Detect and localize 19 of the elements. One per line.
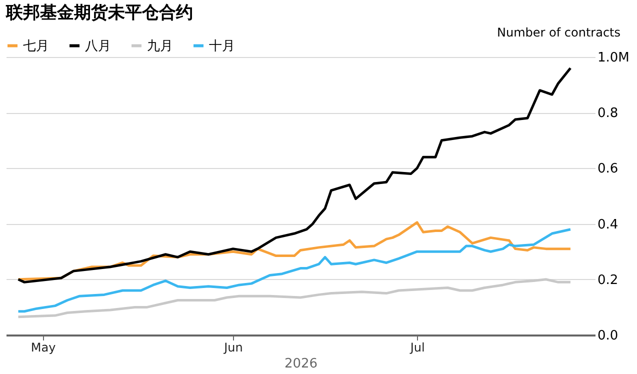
line-series [17,228,572,313]
x-axis-title: 2026 [284,356,318,372]
legend-label: 八月 [85,38,111,54]
y-tick-label: 0.4 [598,217,618,232]
legend-label: 九月 [147,38,173,54]
x-tick-label: Jun [223,340,243,354]
legend-label: 七月 [23,38,49,54]
line-series [17,66,572,284]
y-tick-label: 0.8 [598,106,618,122]
x-tick-label: Jul [409,340,425,354]
x-tick-label: May [30,340,56,354]
line-series [17,278,572,318]
y-axis-title: Number of contracts [497,26,620,40]
y-tick-label: 0.6 [598,162,618,177]
y-tick-label: 0.0 [598,328,618,344]
legend-label: 十月 [209,38,235,54]
chart-title: 联邦基金期货未平仓合约 [5,3,193,23]
y-tick-label: 0.2 [598,272,618,288]
y-tick-label: 1.0M [598,50,630,66]
